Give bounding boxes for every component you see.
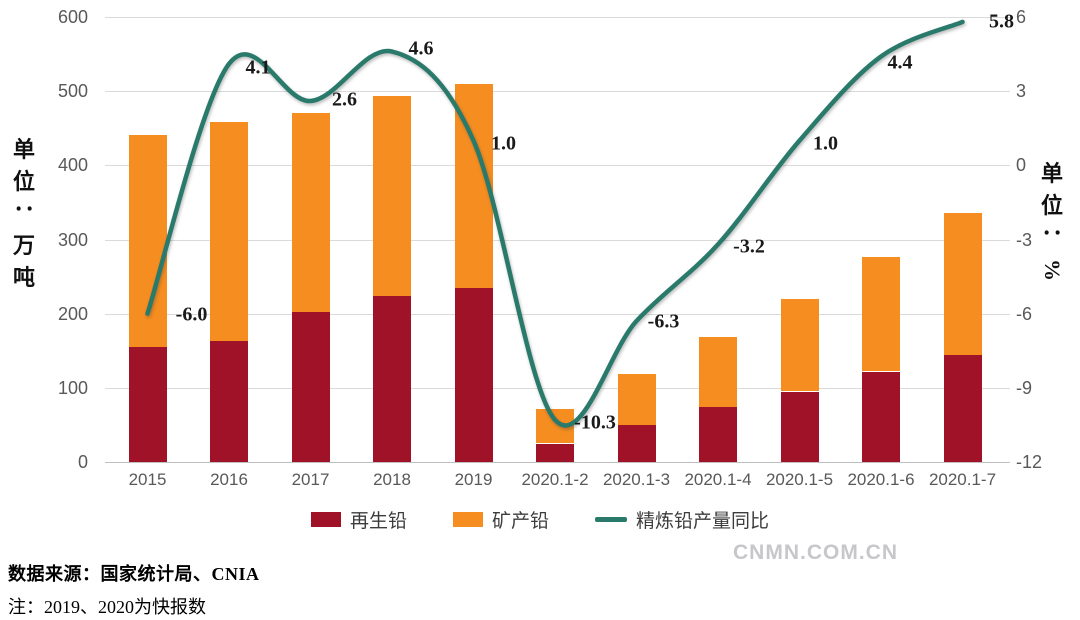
left-axis-tick: 200 xyxy=(57,303,88,324)
left-axis-tick: 100 xyxy=(57,377,88,398)
trend-point-label: 4.4 xyxy=(887,51,913,73)
bar-segment-recycled-lead xyxy=(780,391,819,462)
right-axis-title: 单位：% xyxy=(1039,161,1065,281)
left-axis-tick: 600 xyxy=(57,7,88,27)
trend-point-label: -10.3 xyxy=(574,411,616,434)
trend-point-label: -6.3 xyxy=(647,310,680,333)
bar-segment-mined-lead xyxy=(862,257,900,372)
x-axis-tick: 2015 xyxy=(128,470,167,489)
note-text: 注：2019、2020为快报数 xyxy=(8,597,206,617)
bar-segment-recycled-lead xyxy=(128,347,167,462)
x-axis-tick: 2020.1-6 xyxy=(847,470,915,489)
left-axis-tick: 400 xyxy=(57,155,88,176)
trend-point-label: 4.1 xyxy=(245,56,271,79)
bar-segment-recycled-lead xyxy=(291,312,330,462)
legend: 再生铅 矿产铅 精炼铅产量同比 xyxy=(0,506,1080,533)
footer: 数据来源：国家统计局、CNIA 注：2019、2020为快报数 xyxy=(8,560,260,619)
right-axis-tick: -9 xyxy=(1016,377,1033,398)
left-axis-tick: 300 xyxy=(57,229,88,250)
trend-point-label: 4.6 xyxy=(408,37,434,60)
x-axis-tick: 2020.1-4 xyxy=(684,470,752,489)
gridline xyxy=(105,17,1010,18)
bar-segment-recycled-lead xyxy=(536,443,574,462)
bar-segment-mined-lead xyxy=(780,298,819,392)
bar-segment-mined-lead xyxy=(373,96,411,296)
bar-segment-mined-lead xyxy=(536,409,574,444)
trend-point-label: 1.0 xyxy=(491,132,516,155)
bar-segment-mined-lead xyxy=(699,337,737,408)
bar-segment-recycled-lead xyxy=(617,424,656,462)
bar-segment-mined-lead xyxy=(617,373,656,425)
recycled-lead-swatch-icon xyxy=(310,512,341,527)
right-axis-tick: -6 xyxy=(1016,303,1033,324)
trend-point-label: 5.8 xyxy=(989,10,1014,33)
x-axis-tick: 2020.1-2 xyxy=(521,470,589,489)
bar-segment-recycled-lead xyxy=(943,355,982,462)
bar-segment-mined-lead xyxy=(128,134,167,347)
watermark: CNMN.COM.CN xyxy=(733,541,898,564)
legend-item-recycled-lead: 再生铅 xyxy=(310,506,407,533)
data-source-text: 数据来源：国家统计局、CNIA xyxy=(8,564,260,584)
gridline xyxy=(105,462,1010,463)
bar-segment-mined-lead xyxy=(210,122,248,342)
left-axis-tick: 500 xyxy=(57,81,88,102)
bar-segment-recycled-lead xyxy=(699,407,737,462)
legend-label-mined-lead: 矿产铅 xyxy=(491,511,549,532)
trend-line xyxy=(145,19,965,428)
x-axis-tick: 2019 xyxy=(454,470,493,489)
bar-segment-mined-lead xyxy=(943,212,982,356)
x-axis-tick: 2016 xyxy=(210,470,248,489)
gridline xyxy=(105,91,1010,93)
trend-point-label: 2.6 xyxy=(332,88,357,111)
bar-segment-mined-lead xyxy=(454,83,493,289)
legend-label-recycled-lead: 再生铅 xyxy=(349,511,407,532)
x-axis-tick: 2020.1-7 xyxy=(928,470,997,489)
left-axis-tick: 0 xyxy=(77,452,88,472)
bar-segment-recycled-lead xyxy=(373,295,411,462)
right-axis-tick: 0 xyxy=(1016,155,1027,176)
x-axis-tick: 2018 xyxy=(373,470,411,489)
bar-segment-recycled-lead xyxy=(862,371,900,462)
legend-label-trend: 精炼铅产量同比 xyxy=(636,511,770,532)
legend-item-mined-lead: 矿产铅 xyxy=(452,506,549,533)
trend-point-label: -3.2 xyxy=(733,235,765,258)
left-axis-title: 单位：万吨 xyxy=(11,137,37,290)
x-axis-tick: 2017 xyxy=(291,470,330,489)
legend-item-trend: 精炼铅产量同比 xyxy=(595,506,769,533)
trend-line-swatch-icon xyxy=(595,517,627,522)
x-axis-tick: 2020.1-5 xyxy=(765,470,834,489)
right-axis-tick: -12 xyxy=(1016,452,1043,472)
right-axis-tick: -3 xyxy=(1016,229,1033,250)
mined-lead-swatch-icon xyxy=(452,512,483,527)
right-axis-tick: 6 xyxy=(1016,7,1027,27)
right-axis-tick: 3 xyxy=(1016,81,1027,102)
x-axis-tick: 2020.1-3 xyxy=(602,470,671,489)
bar-segment-mined-lead xyxy=(291,113,330,313)
trend-point-label: -6.0 xyxy=(175,303,208,326)
bar-segment-recycled-lead xyxy=(210,341,248,462)
bar-segment-recycled-lead xyxy=(454,288,493,462)
trend-point-label: 1.0 xyxy=(813,132,838,155)
